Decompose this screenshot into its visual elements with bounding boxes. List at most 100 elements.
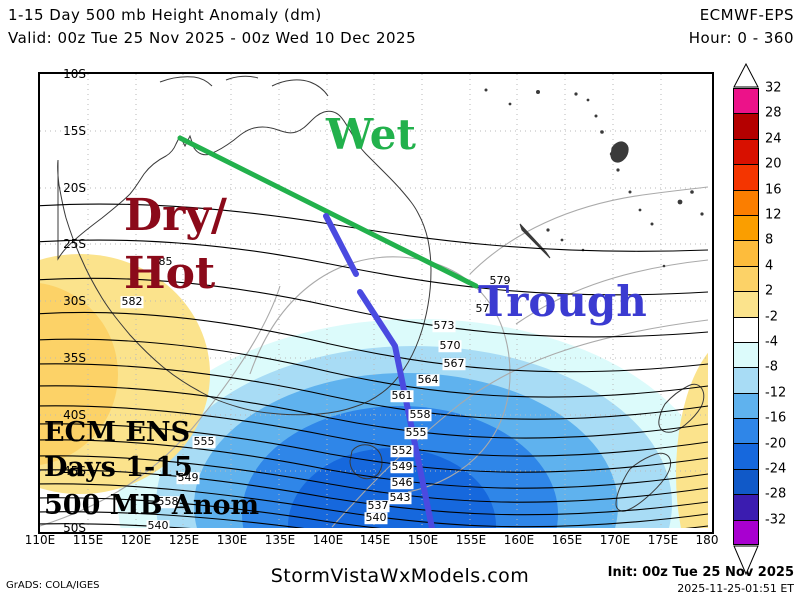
product-label-line1: ECM ENS	[44, 417, 191, 448]
contour-label: 549	[176, 471, 200, 485]
grid-lines	[40, 74, 708, 528]
colorbar-swatch	[733, 113, 759, 139]
generated-stamp: 2025-11-25-01:51 ET	[677, 582, 794, 595]
contour-label: 546	[390, 476, 414, 490]
map-plot-area: 585 582 579 576 573 570 567 564 561 558 …	[38, 72, 714, 534]
contour-label: 570	[438, 339, 462, 353]
y-tick-10S: 10S	[63, 67, 86, 81]
map-svg	[40, 74, 708, 528]
colorbar-tick-label: 8	[765, 232, 774, 248]
x-tick-165E: 165E	[551, 533, 583, 547]
x-tick-160E: 160E	[503, 533, 535, 547]
x-tick-110E: 110E	[24, 533, 56, 547]
contour-label: 558	[408, 408, 432, 422]
colorbar-under-arrow	[733, 545, 759, 576]
annotation-hot: Hot	[124, 248, 216, 299]
contour-label: 555	[404, 426, 428, 440]
x-tick-155E: 155E	[455, 533, 487, 547]
x-tick-120E: 120E	[120, 533, 152, 547]
trough-line-upper	[323, 213, 359, 277]
contour-label: 561	[390, 389, 414, 403]
contour-label: 555	[192, 435, 216, 449]
contour-label: 582	[120, 295, 144, 309]
annotation-trough: Trough	[478, 277, 647, 326]
colorbar-tick-label: 4	[765, 258, 774, 274]
trough-line-lower	[357, 289, 435, 528]
map-title: 1-15 Day 500 mb Height Anomaly (dm)	[8, 6, 322, 24]
colorbar-swatch	[733, 88, 759, 114]
y-tick-25S: 25S	[63, 237, 86, 251]
colorbar-swatch	[733, 164, 759, 190]
colorbar-tick-label: -2	[765, 309, 778, 325]
contour-label: 573	[432, 319, 456, 333]
contour-label: 543	[388, 491, 412, 505]
x-tick-180: 180	[695, 533, 719, 547]
colorbar-swatch	[733, 494, 759, 520]
x-tick-175E: 175E	[647, 533, 679, 547]
colorbar-tick-label: 12	[765, 207, 782, 223]
colorbar-swatch	[733, 240, 759, 266]
contour-label: 567	[442, 357, 466, 371]
colorbar-tick-label: 16	[765, 182, 782, 198]
colorbar-tick-label: 2	[765, 283, 774, 299]
colorbar	[733, 88, 759, 546]
x-tick-150E: 150E	[407, 533, 439, 547]
grads-credit: GrADS: COLA/IGES	[6, 580, 100, 591]
colorbar-tick-label: -20	[765, 436, 787, 452]
colorbar-tick-label: -24	[765, 461, 787, 477]
contour-label: 576	[474, 302, 498, 316]
y-tick-40S: 40S	[63, 408, 86, 422]
colorbar-swatch	[733, 367, 759, 393]
y-tick-30S: 30S	[63, 294, 86, 308]
x-tick-135E: 135E	[264, 533, 296, 547]
x-tick-140E: 140E	[312, 533, 344, 547]
annotation-wet: Wet	[326, 110, 416, 159]
product-label-line2: Days 1-15	[44, 452, 193, 483]
valid-period: Valid: 00z Tue 25 Nov 2025 - 00z Wed 10 …	[8, 29, 417, 47]
colorbar-tick-label: -12	[765, 385, 787, 401]
contour-label: 579	[488, 274, 512, 288]
colorbar-swatch	[733, 316, 759, 342]
contour-label: 549	[390, 460, 414, 474]
colorbar-swatch	[733, 291, 759, 317]
contour-label: 552	[390, 444, 414, 458]
model-name: ECMWF-EPS	[699, 6, 794, 24]
annotation-dry: Dry/	[124, 190, 227, 241]
y-tick-45S: 45S	[63, 464, 86, 478]
contour-label: 585	[150, 255, 174, 269]
colorbar-tick-label: -16	[765, 410, 787, 426]
colorbar-swatch	[733, 443, 759, 469]
colorbar-swatch	[733, 214, 759, 241]
init-time: Init: 00z Tue 25 Nov 2025	[607, 565, 794, 580]
colorbar-tick-label: -32	[765, 512, 787, 528]
colorbar-swatch	[733, 519, 759, 546]
contour-label: 537	[366, 499, 390, 513]
colorbar-tick-label: -28	[765, 486, 787, 502]
colorbar-swatch	[733, 341, 759, 368]
y-tick-35S: 35S	[63, 351, 86, 365]
colorbar-swatch	[733, 392, 759, 419]
contour-label: 558	[156, 495, 180, 509]
contour-label: 564	[416, 373, 440, 387]
x-tick-130E: 130E	[216, 533, 248, 547]
height-contours	[40, 203, 708, 528]
colorbar-tick-label: -4	[765, 334, 778, 350]
forecast-hours: Hour: 0 - 360	[688, 29, 794, 47]
x-tick-125E: 125E	[168, 533, 200, 547]
colorbar-swatch	[733, 189, 759, 215]
map-canvas: 585 582 579 576 573 570 567 564 561 558 …	[40, 74, 712, 532]
site-watermark: StormVistaWxModels.com	[270, 565, 530, 587]
colorbar-tick-label: -8	[765, 359, 778, 375]
colorbar-tick-label: 24	[765, 131, 782, 147]
colorbar-over-arrow	[733, 63, 759, 88]
colorbar-swatch	[733, 418, 759, 444]
wet-boundary-line	[177, 135, 479, 289]
y-tick-50S: 50S	[63, 521, 86, 535]
contour-label: 540	[146, 519, 170, 532]
product-label-line3: 500 MB Anom	[44, 490, 260, 521]
colorbar-swatch	[733, 468, 759, 495]
y-tick-15S: 15S	[63, 124, 86, 138]
x-tick-115E: 115E	[72, 533, 104, 547]
x-tick-145E: 145E	[359, 533, 391, 547]
